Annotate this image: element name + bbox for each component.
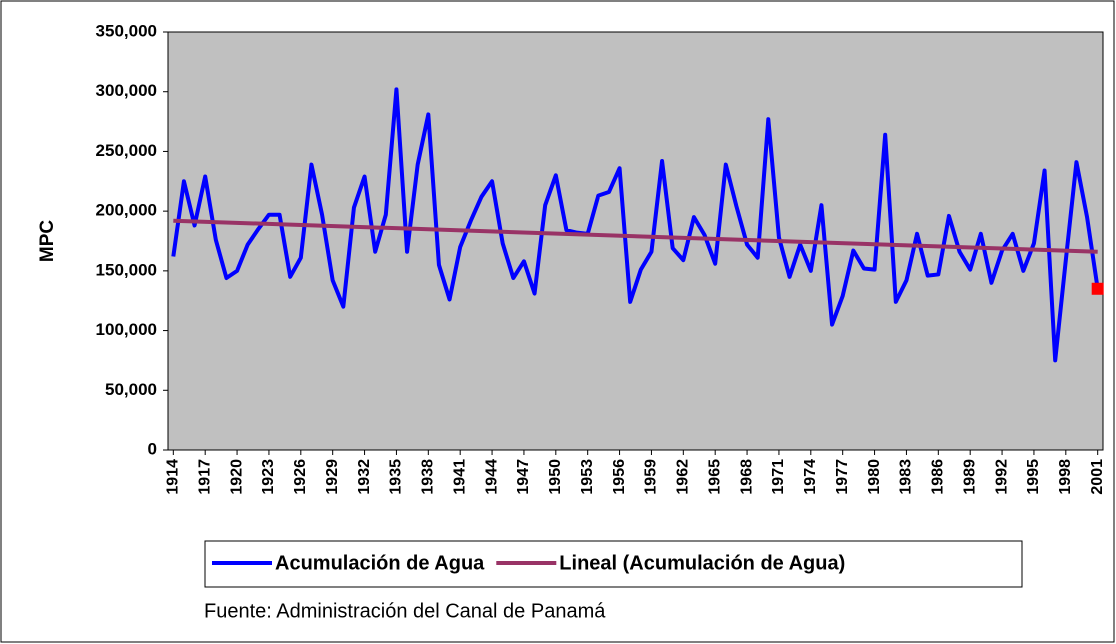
x-tick-label: 1956 <box>611 459 628 495</box>
x-tick-label: 1950 <box>547 459 564 495</box>
x-tick-label: 1962 <box>675 459 692 495</box>
x-tick-label: 1974 <box>802 459 819 495</box>
x-tick-label: 1941 <box>451 459 468 495</box>
legend-box <box>204 540 1023 588</box>
x-tick-label: 2001 <box>1089 459 1106 495</box>
plot-area <box>167 31 1104 451</box>
x-tick-label: 1995 <box>1025 459 1042 495</box>
x-tick-label: 1929 <box>324 459 341 495</box>
trend-line <box>173 218 1098 254</box>
x-tick-label: 1989 <box>961 459 978 495</box>
x-tick-label: 1923 <box>260 459 277 495</box>
x-tick-label: 1920 <box>228 459 245 495</box>
x-tick-label: 1986 <box>930 459 947 495</box>
x-tick-label: 1953 <box>579 459 596 495</box>
y-tick-label: 200,000 <box>96 201 157 220</box>
y-tick-label: 100,000 <box>96 320 157 339</box>
y-tick-label: 350,000 <box>96 21 157 40</box>
source-note: Fuente: Administración del Canal de Pana… <box>204 600 606 622</box>
y-axis-label: MPC <box>37 220 58 263</box>
y-tick-label: 150,000 <box>96 260 157 279</box>
x-tick-label: 1938 <box>420 459 437 495</box>
x-tick-label: 1971 <box>770 459 787 495</box>
x-tick-label: 1959 <box>643 459 660 495</box>
x-tick-label: 1947 <box>515 459 532 495</box>
x-tick-label: 1965 <box>706 459 723 495</box>
x-tick-label: 1998 <box>1057 459 1074 495</box>
x-tick-label: 1983 <box>898 459 915 495</box>
x-tick-label: 1926 <box>292 459 309 495</box>
x-tick-label: 1932 <box>356 459 373 495</box>
y-tick-label: 250,000 <box>96 141 157 160</box>
x-tick-label: 1914 <box>165 459 182 495</box>
x-tick-label: 1977 <box>834 459 851 495</box>
y-tick-label: 50,000 <box>105 380 157 399</box>
last-point-marker <box>1091 282 1104 295</box>
x-tick-label: 1944 <box>483 459 500 495</box>
y-tick-label: 300,000 <box>96 81 157 100</box>
x-tick-label: 1980 <box>866 459 883 495</box>
legend-label: Acumulación de Agua <box>275 552 485 574</box>
legend-label: Lineal (Acumulación de Agua) <box>559 552 845 574</box>
x-tick-label: 1917 <box>196 459 213 495</box>
x-tick-label: 1968 <box>738 459 755 495</box>
x-tick-label: 1935 <box>388 459 405 495</box>
x-tick-label: 1992 <box>993 459 1010 495</box>
y-tick-label: 0 <box>148 439 157 458</box>
